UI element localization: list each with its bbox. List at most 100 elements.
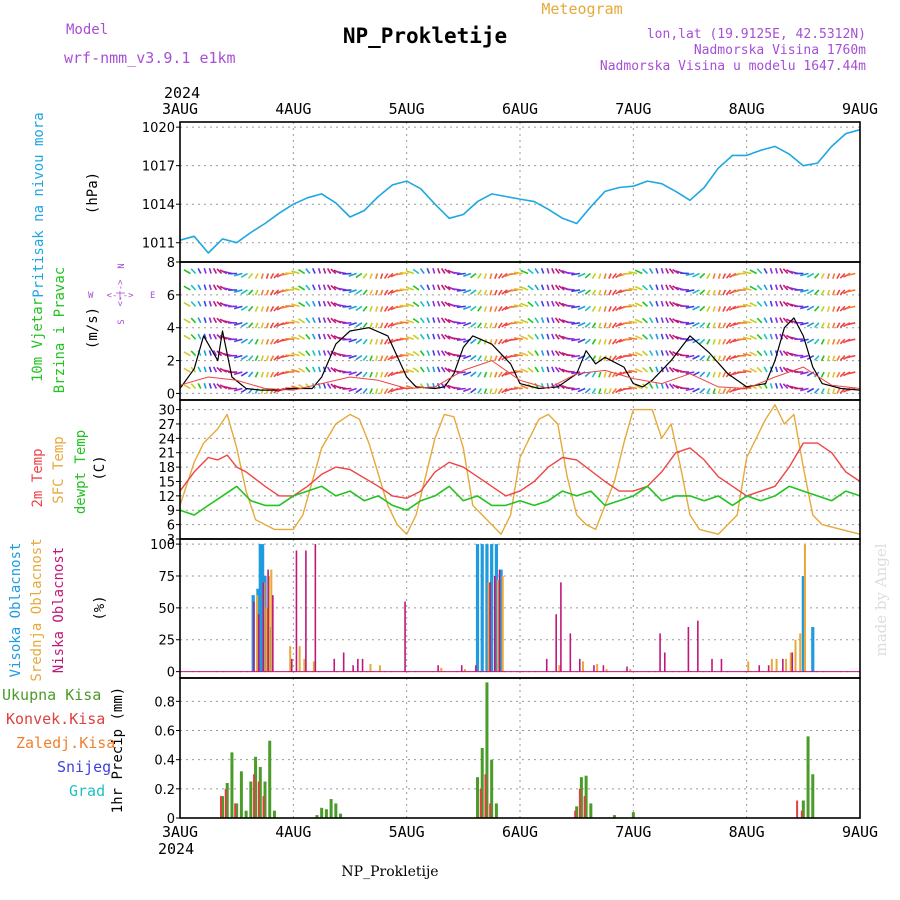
wind-arrow — [305, 383, 311, 390]
wind-arrow — [699, 387, 706, 394]
wind-arrow — [692, 272, 700, 278]
wind-arrow — [634, 368, 643, 373]
time-label-top: 4AUG — [275, 100, 311, 118]
wind-arrow — [483, 355, 488, 362]
wind-arrow — [456, 289, 466, 292]
wind-arrow — [665, 300, 670, 307]
wind-arrow — [546, 366, 550, 373]
wind-arrow — [247, 289, 254, 296]
wind-arrow — [622, 387, 632, 390]
wind-arrow — [483, 371, 488, 378]
wind-arrow — [692, 354, 700, 360]
wind-arrow — [769, 284, 773, 291]
cloud-bar — [342, 652, 345, 672]
cloud-bar — [687, 626, 690, 672]
wind-arrow — [611, 273, 617, 279]
wind-arrow — [826, 355, 831, 362]
wind-arrow — [451, 370, 461, 373]
wind-arrow — [405, 302, 415, 308]
wind-arrow — [846, 354, 856, 359]
wind-arrow — [763, 300, 768, 307]
wind-arrow — [836, 322, 841, 329]
wind-arrow — [722, 371, 727, 378]
wind-arrow — [305, 317, 311, 324]
cloud-frame — [179, 538, 861, 679]
wind-arrow — [655, 300, 659, 307]
wind-arrow — [756, 268, 763, 275]
cloud-bar — [629, 669, 632, 672]
wind-arrow — [551, 317, 555, 324]
wind-arrow — [725, 272, 732, 279]
wind-arrow — [534, 333, 540, 340]
wind-arrow — [375, 322, 379, 329]
wind-arrow — [508, 289, 518, 292]
wind-arrow — [305, 350, 311, 357]
wind-arrow — [379, 273, 384, 280]
wind-arrow — [463, 371, 472, 376]
wind-arrow — [729, 305, 737, 311]
cloud-bar — [799, 633, 802, 672]
cloud-bar — [256, 595, 259, 672]
cloud-bar — [485, 544, 489, 672]
time-label-top: 9AUG — [842, 100, 878, 118]
wind-arrow — [565, 354, 575, 357]
wind-arrow — [254, 289, 259, 296]
wind-arrow — [190, 333, 197, 340]
pressure-title: Pritisak na nivou mora — [31, 112, 47, 297]
wind-arrow — [451, 320, 461, 324]
wind-arrow — [240, 272, 248, 279]
wind-arrow — [463, 354, 472, 360]
wind-arrow — [615, 272, 622, 279]
wind-arrow — [706, 388, 711, 395]
wind-arrow — [394, 338, 404, 342]
wind-arrow — [611, 305, 617, 312]
wind-arrow — [451, 353, 461, 357]
wind-arrow — [820, 289, 825, 296]
temp-tick-label: 27 — [158, 418, 175, 433]
cloud-bar — [270, 569, 273, 672]
wind-arrow — [742, 287, 752, 291]
wind-arrow — [216, 383, 223, 390]
wind-arrow — [399, 354, 409, 357]
wind-arrow — [603, 306, 607, 312]
wind-arrow — [494, 306, 498, 312]
wind-arrow — [685, 387, 695, 392]
wind-arrow — [806, 305, 815, 311]
cloud-bar — [490, 544, 494, 672]
precip-bar — [272, 810, 276, 818]
wind-arrow — [440, 268, 446, 274]
wind-arrow — [330, 268, 337, 275]
wind-arrow — [412, 350, 420, 357]
wind-arrow — [330, 334, 337, 340]
wind-arrow — [426, 333, 431, 340]
wind-arrow — [774, 284, 779, 291]
wind-arrow — [247, 272, 254, 279]
wind-arrow — [412, 268, 420, 275]
wind-arrow — [355, 272, 363, 279]
precip-bar — [612, 815, 616, 818]
wind-arrow — [836, 388, 841, 395]
wind-arrow — [212, 350, 218, 357]
wind-arrow — [836, 305, 841, 312]
wind-arrow — [240, 289, 248, 295]
wind-arrow — [722, 355, 727, 362]
wind-tick-label: 6 — [167, 289, 175, 304]
wind-arrow — [660, 300, 664, 307]
wind-arrow — [240, 354, 248, 361]
compass-horizontal-arrows: <-|-> — [106, 291, 134, 301]
wind-arrow — [725, 338, 732, 345]
wind-arrow — [513, 353, 523, 357]
wind-arrow — [725, 305, 732, 312]
wind-arrow — [622, 289, 632, 292]
precip-bar — [263, 781, 267, 818]
wind-arrow — [648, 366, 654, 373]
wind-arrow — [634, 269, 643, 275]
wind-arrow — [672, 285, 680, 291]
wind-arrow — [375, 355, 379, 362]
wind-arrow — [355, 322, 363, 328]
wind-tick-label: 2 — [167, 355, 175, 370]
wind-arrow — [342, 289, 352, 292]
wind-arrow — [477, 305, 482, 312]
wind-arrow — [571, 371, 581, 375]
wind-arrow — [298, 351, 306, 357]
